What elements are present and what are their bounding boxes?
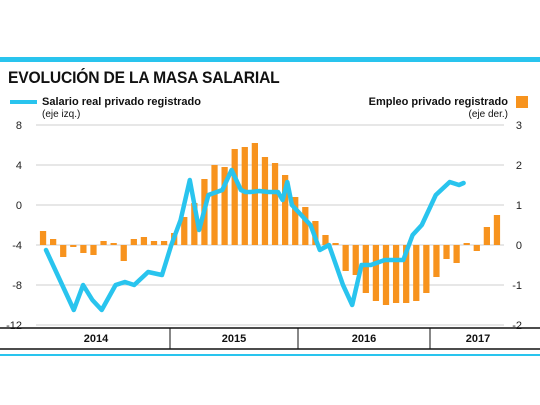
bar (292, 197, 299, 245)
left-axis-tick-label: 0 (16, 200, 22, 212)
bar (211, 165, 218, 245)
bar (60, 245, 67, 257)
legend-bar-name: Empleo privado registrado (368, 96, 508, 109)
bar (130, 239, 137, 245)
bar (160, 241, 168, 245)
bar (302, 207, 309, 245)
bar (261, 157, 269, 245)
bar (352, 245, 359, 275)
right-axis-tick-label: 0 (516, 240, 522, 252)
chart-title: EVOLUCIÓN DE LA MASA SALARIAL (8, 68, 280, 87)
bar (150, 241, 158, 245)
bar (443, 245, 450, 259)
bar (110, 243, 117, 245)
bar (221, 167, 228, 245)
salary-line (43, 167, 466, 313)
bar (473, 245, 480, 251)
left-axis-tick-label: 4 (16, 160, 22, 172)
line-series (43, 167, 466, 313)
bar (332, 243, 339, 245)
bar (181, 217, 188, 245)
bar (251, 143, 258, 245)
legend-line-name: Salario real privado registrado (42, 96, 201, 109)
bar (413, 245, 420, 301)
year-label: 2014 (84, 333, 109, 345)
bar (271, 163, 279, 245)
legend-line: Salario real privado registrado (eje izq… (10, 96, 201, 120)
left-axis-tick-label: -8 (12, 280, 22, 292)
right-axis-tick-label: 3 (516, 120, 522, 132)
bar (433, 245, 440, 277)
bar (403, 245, 410, 303)
line-swatch (10, 100, 37, 105)
bar (100, 241, 107, 245)
bar (90, 245, 97, 255)
right-axis-tick-label: 2 (516, 160, 522, 172)
legend-line-axis-note: (eje izq.) (42, 109, 81, 121)
header-accent-rule (0, 57, 540, 62)
bar (342, 245, 349, 271)
bar (372, 245, 380, 301)
year-band: 2014 2015 2016 2017 (0, 327, 540, 356)
year-label: 2017 (466, 333, 490, 345)
right-axis-tick-label: -2 (512, 320, 522, 332)
bar (282, 175, 289, 245)
bar (241, 147, 248, 245)
bar (493, 215, 501, 245)
bar (322, 235, 329, 245)
bar (70, 245, 77, 247)
right-axis-tick-label: -1 (512, 280, 522, 292)
bar (140, 237, 148, 245)
bar (50, 239, 57, 245)
left-axis-tick-label: -12 (6, 320, 22, 332)
bar-swatch (516, 96, 528, 109)
legend-bar-axis-note: (eje der.) (468, 109, 508, 121)
bar (382, 245, 390, 305)
left-axis-tick-label: -4 (12, 240, 22, 252)
bar (39, 231, 47, 245)
bar (80, 245, 87, 253)
bar (362, 245, 369, 293)
bar-series (39, 143, 501, 305)
right-axis-tick-label: 1 (516, 200, 522, 212)
year-label: 2015 (222, 333, 246, 345)
bar (483, 227, 490, 245)
legend-bars: Empleo privado registrado (eje der.) (369, 96, 528, 120)
bar (453, 245, 460, 263)
year-label: 2016 (352, 333, 376, 345)
bar (231, 149, 238, 245)
gridlines (36, 124, 504, 326)
bar (463, 243, 470, 245)
axis-ticks: 8 4 0 -4 -8 -12 3 2 1 0 -1 -2 (6, 120, 522, 332)
bar (392, 245, 400, 303)
bar (120, 245, 127, 261)
bar (423, 245, 430, 293)
bar (191, 203, 198, 245)
left-axis-tick-label: 8 (16, 120, 22, 132)
